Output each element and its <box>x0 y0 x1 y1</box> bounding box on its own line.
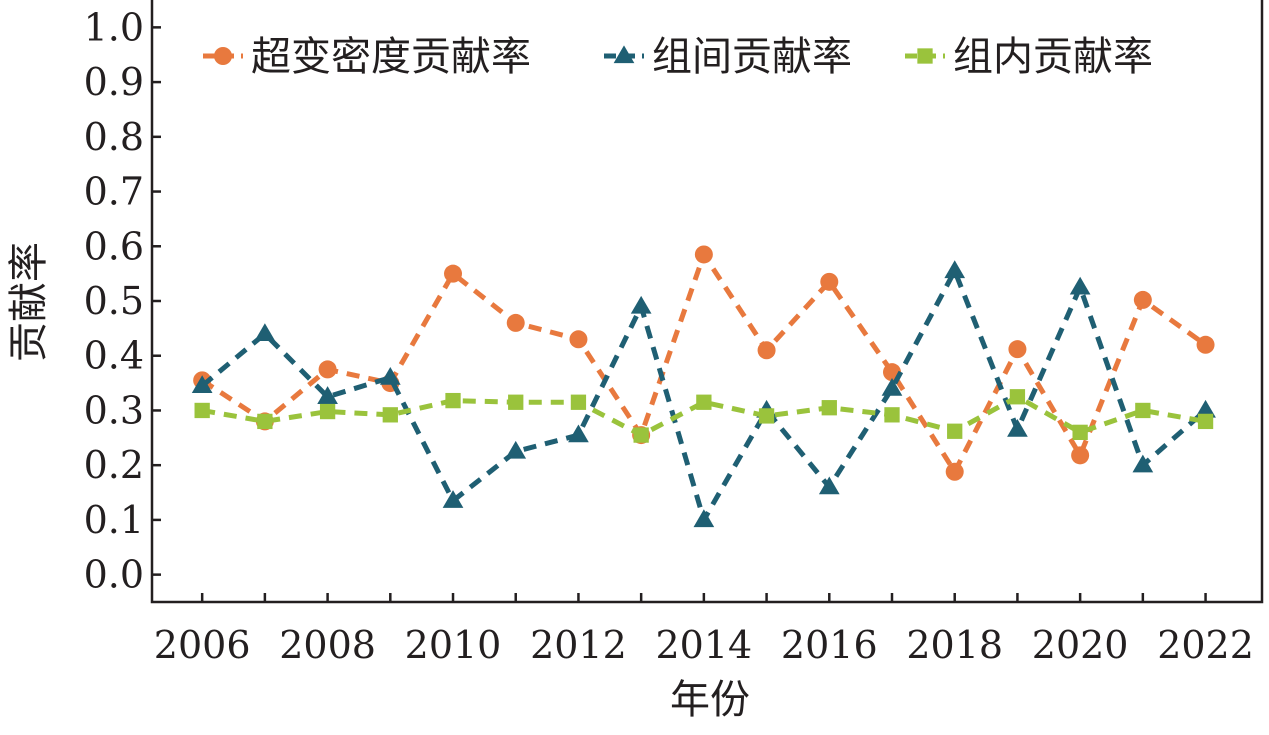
data-point-triangle <box>944 260 966 279</box>
y-tick-label: 0.7 <box>84 170 144 214</box>
legend-marker <box>613 45 635 64</box>
data-point-square <box>194 402 210 419</box>
y-tick-label: 0.6 <box>84 224 144 268</box>
y-tick-label: 1.0 <box>84 5 144 49</box>
data-point-circle <box>506 313 525 332</box>
series-line <box>200 251 1208 475</box>
data-point-square <box>508 394 524 410</box>
legend: 超变密度贡献率 组间贡献率 组内贡献率 <box>203 34 1153 80</box>
y-axis-title: 贡献率 <box>6 242 52 362</box>
data-point-square <box>1009 389 1026 405</box>
data-point-square <box>633 427 649 443</box>
x-tick-label: 2006 <box>154 623 251 667</box>
legend-label: 组内贡献率 <box>953 34 1153 80</box>
x-tick-label: 2010 <box>405 623 502 667</box>
data-point-triangle <box>505 440 527 459</box>
legend-label: 超变密度贡献率 <box>251 34 531 80</box>
data-point-triangle <box>1132 454 1154 473</box>
legend-item-1: 超变密度贡献率 <box>203 34 531 80</box>
legend-marker <box>917 48 933 64</box>
data-point-circle <box>318 360 337 379</box>
x-tick-label: 2016 <box>781 623 878 667</box>
data-point-circle <box>1008 340 1027 359</box>
data-point-circle <box>757 341 776 360</box>
y-tick-label: 0.4 <box>84 334 144 378</box>
x-tick-label: 2014 <box>656 623 753 667</box>
x-axis-title: 年份 <box>670 677 750 723</box>
data-point-circle <box>694 245 713 264</box>
y-tick-label: 0.2 <box>84 443 144 487</box>
data-point-triangle <box>1069 276 1091 295</box>
data-point-circle <box>1196 335 1215 354</box>
data-point-square <box>1197 413 1214 430</box>
data-point-square <box>758 408 775 424</box>
data-point-triangle <box>317 386 338 404</box>
data-point-triangle <box>442 490 464 508</box>
legend-marker <box>214 47 232 65</box>
data-point-triangle <box>818 476 840 495</box>
x-tick-label: 2020 <box>1032 623 1129 667</box>
data-point-circle <box>1071 446 1090 465</box>
x-tick-label: 2022 <box>1157 623 1254 667</box>
data-point-triangle <box>693 509 715 528</box>
data-point-square <box>1072 424 1088 440</box>
data-point-triangle <box>630 295 652 314</box>
data-point-triangle <box>191 375 213 394</box>
data-point-square <box>319 403 336 420</box>
legend-item-2: 组间贡献率 <box>604 34 852 80</box>
data-point-square <box>382 407 398 423</box>
series-1 <box>193 245 1215 481</box>
data-point-square <box>947 423 963 439</box>
data-point-circle <box>820 272 839 291</box>
data-point-square <box>257 413 273 430</box>
data-point-triangle <box>379 367 401 385</box>
data-point-triangle <box>881 377 903 396</box>
series-layer <box>191 245 1216 528</box>
series-2 <box>191 260 1216 528</box>
y-tick-label: 0.1 <box>84 498 144 542</box>
data-point-triangle <box>1195 399 1216 418</box>
data-point-circle <box>1133 290 1152 309</box>
y-tick-label: 0.0 <box>84 553 144 597</box>
data-point-square <box>696 394 712 410</box>
x-tick-label: 2008 <box>279 623 376 667</box>
data-point-circle <box>444 264 463 283</box>
data-point-square <box>884 407 900 423</box>
axes: 0.0 0.1 0.2 0.3 0.4 0.5 0.6 0.7 0.8 0.9 1.0 2006 200… <box>84 0 1264 667</box>
data-point-square <box>445 392 461 409</box>
legend-label: 组间贡献率 <box>652 34 852 80</box>
x-tick-label: 2018 <box>906 623 1003 667</box>
data-point-triangle <box>568 424 589 443</box>
y-tick-label: 0.8 <box>84 115 144 159</box>
data-point-square <box>821 400 837 416</box>
x-tick-label: 2012 <box>530 623 627 667</box>
data-point-square <box>1135 402 1151 419</box>
data-point-circle <box>945 462 964 481</box>
y-tick-label: 0.5 <box>84 279 144 323</box>
y-tick-label: 0.9 <box>84 60 144 104</box>
series-3 <box>194 389 1214 443</box>
data-point-triangle <box>254 323 276 342</box>
data-point-square <box>570 394 587 410</box>
data-point-circle <box>569 330 588 349</box>
legend-item-3: 组内贡献率 <box>905 34 1153 80</box>
data-point-triangle <box>1007 419 1028 437</box>
y-tick-label: 0.3 <box>84 388 144 432</box>
